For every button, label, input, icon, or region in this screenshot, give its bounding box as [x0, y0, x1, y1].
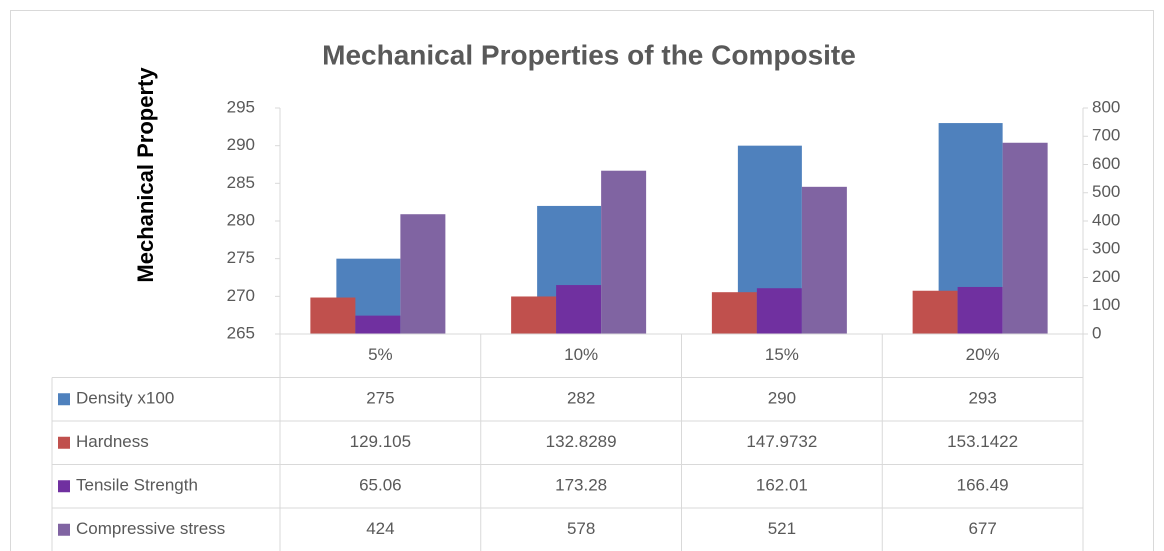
table-value: 162.01: [756, 476, 808, 495]
table-value: 424: [366, 519, 394, 538]
table-value: 132.8289: [546, 432, 617, 451]
table-value: 677: [968, 519, 996, 538]
bar: [601, 170, 647, 334]
y2-tick-label: 800: [1092, 97, 1120, 116]
y-tick-label: 295: [227, 97, 255, 116]
legend-label: Hardness: [76, 432, 149, 451]
table-value: 578: [567, 519, 595, 538]
legend-label: Compressive stress: [76, 519, 225, 538]
y2-tick-label: 500: [1092, 182, 1120, 201]
bar: [556, 285, 602, 334]
bar: [355, 315, 401, 334]
y2-tick-label: 100: [1092, 295, 1120, 314]
y-tick-label: 285: [227, 173, 255, 192]
table-value: 65.06: [359, 476, 402, 495]
y-axis-title: Mechanical Property: [133, 67, 158, 283]
chart-title: Mechanical Properties of the Composite: [322, 39, 856, 70]
table-value: 129.105: [350, 432, 411, 451]
bar: [711, 292, 757, 334]
table-value: 166.49: [957, 476, 1009, 495]
y-tick-label: 270: [227, 286, 255, 305]
legend-key: [58, 393, 70, 406]
table-value: 275: [366, 389, 394, 408]
table-value: 147.9732: [746, 432, 817, 451]
bar: [1002, 142, 1048, 334]
y2-tick-label: 200: [1092, 267, 1120, 286]
bar: [957, 286, 1003, 334]
y2-tick-label: 700: [1092, 126, 1120, 145]
y-tick-label: 275: [227, 248, 255, 267]
x-tick-label: 5%: [368, 345, 393, 364]
bar: [756, 288, 802, 334]
legend-label: Tensile Strength: [76, 476, 198, 495]
y-tick-label: 265: [227, 323, 255, 342]
y2-tick-label: 0: [1092, 323, 1101, 342]
legend-key: [58, 523, 70, 536]
x-tick-label: 15%: [765, 345, 799, 364]
bar: [912, 290, 958, 334]
legend-label: Density x100: [76, 389, 174, 408]
y2-tick-label: 400: [1092, 210, 1120, 229]
x-tick-label: 20%: [966, 345, 1000, 364]
bar: [801, 186, 847, 334]
table-value: 282: [567, 389, 595, 408]
legend-key: [58, 480, 70, 493]
table-value: 153.1422: [947, 432, 1018, 451]
y2-tick-label: 600: [1092, 154, 1120, 173]
bar: [511, 296, 557, 334]
legend-key: [58, 436, 70, 449]
table-value: 293: [968, 389, 996, 408]
table-value: 173.28: [555, 476, 607, 495]
y-tick-label: 290: [227, 135, 255, 154]
bar: [400, 214, 446, 334]
y2-tick-label: 300: [1092, 239, 1120, 258]
bar: [310, 297, 356, 334]
table-value: 521: [768, 519, 796, 538]
table-value: 290: [768, 389, 796, 408]
y-tick-label: 280: [227, 210, 255, 229]
x-tick-label: 10%: [564, 345, 598, 364]
